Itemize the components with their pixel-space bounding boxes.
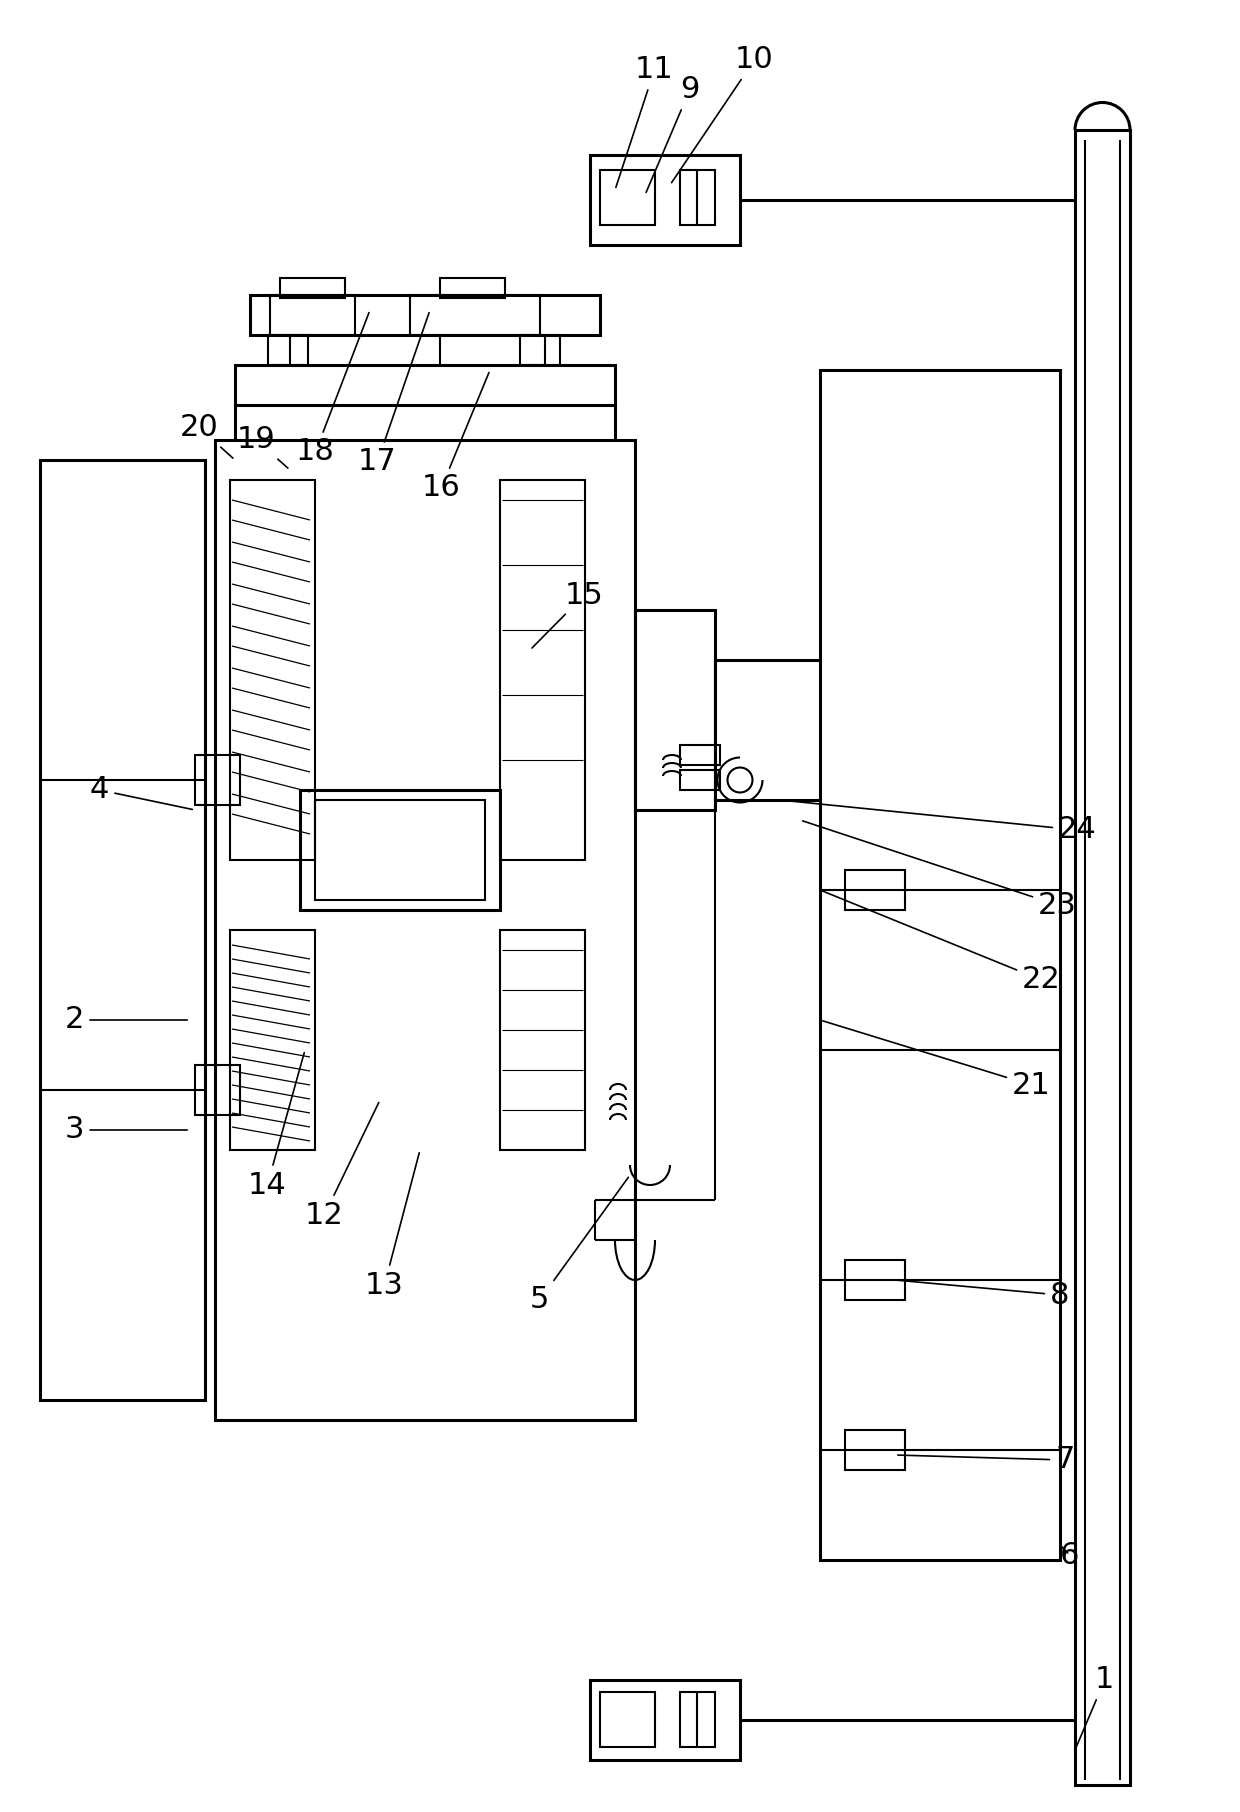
Text: 16: 16 — [422, 373, 489, 502]
Text: 10: 10 — [672, 45, 774, 183]
Text: 18: 18 — [296, 313, 370, 466]
Text: 14: 14 — [248, 1053, 304, 1200]
Bar — [229, 480, 315, 861]
Bar — [236, 364, 615, 406]
Text: 15: 15 — [532, 580, 604, 649]
Text: 13: 13 — [365, 1152, 419, 1299]
Text: 7: 7 — [898, 1446, 1074, 1475]
Bar — [635, 611, 715, 810]
Bar — [440, 277, 505, 297]
Text: 20: 20 — [180, 413, 233, 458]
Bar — [195, 756, 241, 805]
Text: 19: 19 — [237, 426, 288, 467]
Text: 23: 23 — [802, 821, 1076, 919]
Text: 9: 9 — [646, 76, 699, 192]
Bar — [590, 1680, 740, 1759]
Bar — [410, 295, 539, 335]
Text: 3: 3 — [64, 1116, 187, 1145]
Text: 5: 5 — [529, 1178, 629, 1314]
Text: 21: 21 — [822, 1020, 1050, 1100]
Bar — [268, 335, 308, 364]
Text: 11: 11 — [616, 56, 673, 187]
Bar — [600, 1692, 655, 1747]
Text: 8: 8 — [898, 1281, 1069, 1310]
Bar — [270, 295, 355, 335]
Bar — [280, 277, 345, 297]
Bar — [300, 790, 500, 910]
Text: 17: 17 — [358, 313, 429, 477]
Text: 4: 4 — [91, 776, 192, 810]
Bar — [600, 170, 655, 225]
Bar — [40, 460, 205, 1401]
Bar — [520, 335, 560, 364]
Bar — [680, 170, 715, 225]
Bar — [229, 930, 315, 1151]
Bar — [680, 745, 720, 765]
Bar — [844, 1430, 905, 1470]
Bar — [500, 480, 585, 861]
Bar — [844, 1259, 905, 1299]
Bar — [1075, 130, 1130, 1785]
Text: 22: 22 — [822, 892, 1060, 995]
Bar — [250, 295, 600, 335]
Bar — [680, 1692, 715, 1747]
Text: 1: 1 — [1076, 1665, 1115, 1747]
Bar — [315, 801, 485, 901]
Text: 12: 12 — [305, 1102, 378, 1230]
Bar — [680, 770, 720, 790]
Bar — [215, 440, 635, 1421]
Text: 6: 6 — [1060, 1540, 1079, 1569]
Text: 2: 2 — [64, 1006, 187, 1035]
Bar — [820, 370, 1060, 1560]
Bar — [500, 930, 585, 1151]
Bar — [195, 1065, 241, 1114]
Bar — [844, 870, 905, 910]
Text: 24: 24 — [782, 801, 1096, 844]
Bar — [590, 156, 740, 245]
